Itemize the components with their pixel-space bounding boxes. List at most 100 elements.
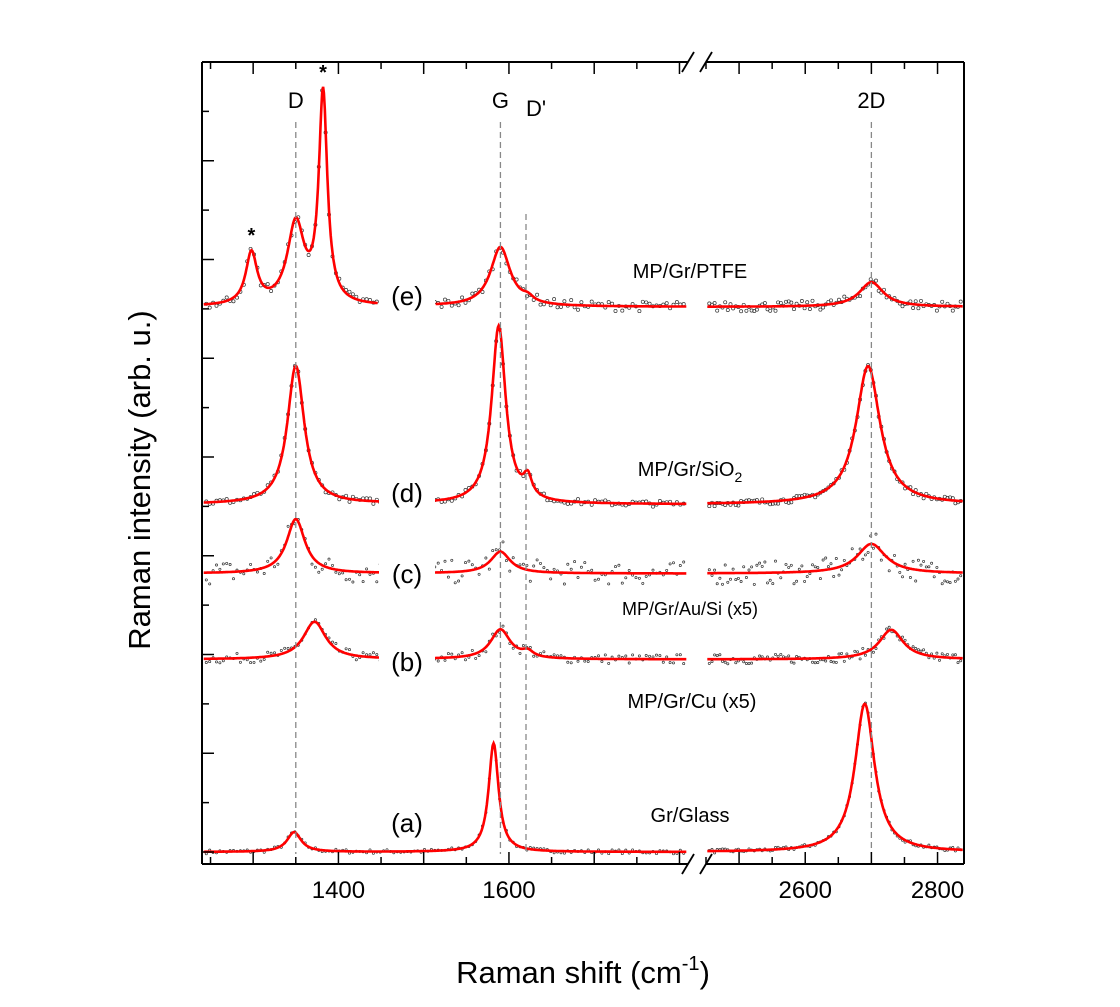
data-point <box>750 565 754 569</box>
data-point <box>661 660 665 664</box>
data-point <box>821 558 825 562</box>
data-point <box>682 560 686 564</box>
x-tick-label: 1400 <box>312 877 365 904</box>
data-point <box>837 652 841 656</box>
data-point <box>921 496 926 501</box>
data-point <box>885 627 889 631</box>
data-point <box>718 576 722 580</box>
data-point <box>903 562 907 566</box>
data-point <box>818 307 823 312</box>
data-point <box>919 649 923 653</box>
data-point <box>576 497 580 502</box>
data-point <box>221 562 225 566</box>
data-point <box>504 559 508 563</box>
data-point <box>940 582 944 586</box>
data-point <box>470 291 475 296</box>
data-point <box>787 565 791 569</box>
x-tick-label: 2800 <box>911 877 964 904</box>
data-point <box>914 579 918 583</box>
data-point <box>713 653 717 657</box>
data-point <box>511 556 515 560</box>
data-point <box>842 558 846 562</box>
data-point <box>235 651 239 655</box>
data-point <box>672 561 675 565</box>
data-point <box>491 549 495 553</box>
data-point <box>225 561 229 565</box>
axis-break-mark <box>681 51 695 73</box>
data-point <box>365 567 369 571</box>
data-point <box>658 654 662 658</box>
data-point <box>262 657 266 661</box>
data-point <box>774 559 777 563</box>
data-point <box>651 504 655 509</box>
series-5 <box>203 86 963 314</box>
data-point <box>665 568 669 572</box>
data-point <box>501 624 505 628</box>
data-point <box>842 294 847 299</box>
data-point <box>528 579 532 583</box>
data-point <box>922 648 926 652</box>
fit-line <box>707 364 963 505</box>
data-point <box>607 582 611 586</box>
data-point <box>924 565 928 569</box>
data-point <box>569 661 573 665</box>
data-point <box>631 653 635 657</box>
panel-tag-background <box>379 476 435 510</box>
data-point <box>887 569 891 573</box>
data-point <box>620 308 625 313</box>
data-point <box>637 576 641 580</box>
data-point <box>911 306 916 310</box>
data-point <box>538 302 543 307</box>
data-point <box>273 651 276 655</box>
data-point <box>269 556 273 560</box>
data-point <box>744 308 749 313</box>
data-point <box>348 577 351 581</box>
data-point <box>576 576 580 579</box>
data-point <box>279 648 283 652</box>
data-point <box>731 567 735 571</box>
data-point <box>826 565 830 569</box>
data-point <box>837 573 841 577</box>
data-point <box>647 301 652 306</box>
x-tick-label: 1600 <box>482 877 535 904</box>
data-point <box>946 580 949 584</box>
data-point <box>620 581 624 585</box>
data-point <box>559 654 563 658</box>
data-point <box>678 564 682 567</box>
data-point <box>583 561 587 565</box>
data-point <box>935 651 939 655</box>
data-point <box>723 660 727 664</box>
data-point <box>792 661 796 665</box>
data-point <box>562 299 567 304</box>
data-point <box>784 299 788 304</box>
data-point <box>368 653 372 657</box>
data-point <box>919 298 923 303</box>
data-point <box>573 560 577 564</box>
data-point <box>269 651 273 655</box>
data-point <box>850 547 854 551</box>
data-point <box>766 581 769 585</box>
data-point <box>624 654 628 658</box>
data-point <box>799 299 804 303</box>
data-point <box>651 568 655 572</box>
data-point <box>354 658 358 662</box>
data-point <box>959 659 963 663</box>
data-point <box>286 647 290 650</box>
data-point <box>829 562 833 566</box>
data-point <box>919 563 923 567</box>
data-point <box>640 299 645 304</box>
data-point <box>789 300 794 305</box>
data-point <box>232 577 235 581</box>
data-point <box>956 577 960 581</box>
data-point <box>214 303 219 308</box>
series-2 <box>203 618 963 666</box>
data-point <box>350 292 355 297</box>
data-point <box>579 300 584 305</box>
data-point <box>779 652 783 656</box>
data-point <box>712 504 717 509</box>
series-name-text: MP/Gr/SiO <box>638 459 735 481</box>
data-point <box>760 655 764 659</box>
data-point <box>893 553 896 557</box>
data-point <box>204 578 208 582</box>
data-point <box>874 278 878 283</box>
